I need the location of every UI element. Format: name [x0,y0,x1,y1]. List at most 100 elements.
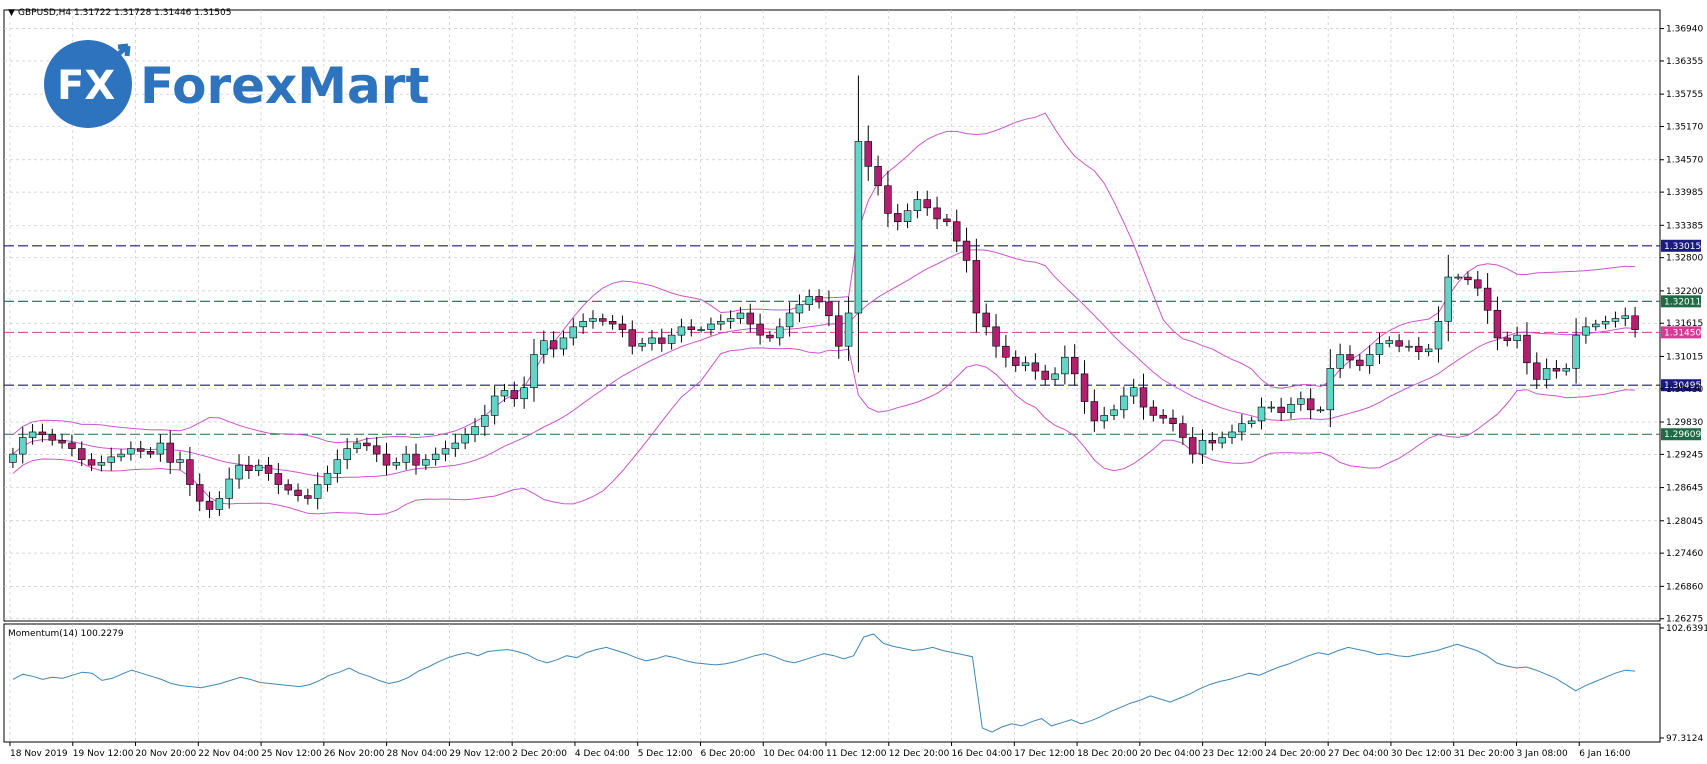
candle-body [599,318,607,322]
candle-body [1592,323,1600,328]
candle-body [835,315,843,347]
candle-body [1149,406,1158,416]
candles [9,75,1639,519]
candle-body [658,337,666,344]
candle-body [363,442,371,447]
momentum-tick-label: 97.3124 [1666,734,1703,744]
price-tick-label: 1.35170 [1666,123,1703,133]
candle-body [579,321,587,328]
candle-body [884,185,892,214]
candle-body [176,459,184,463]
candle-body [68,442,76,449]
level-label: 1.29609 [1664,430,1701,440]
candle-body [1336,354,1344,369]
candle-body [1434,321,1443,350]
candle-body [1306,398,1315,411]
candle-body [618,323,627,330]
candle-body [559,337,568,350]
candle-body [972,260,981,314]
candle-body [1582,326,1590,336]
level-badge [1661,379,1701,392]
candle-body [815,296,823,303]
candle-body [431,453,440,460]
candle-body [1179,423,1187,438]
price-axis: 1.36940 1.36355 1.35755 1.35170 1.34570 1.339… [1660,25,1703,625]
time-tick-label: 6 Dec 20:00 [700,749,755,759]
candle-body [19,437,27,455]
candle-body [854,141,863,314]
candle-body [471,426,479,436]
candle-body [1021,362,1030,366]
candle-body [38,431,47,436]
candle-body [9,453,17,463]
candle-body [1031,362,1040,372]
logo-fx-text: FX [57,63,115,109]
momentum-series-line [12,633,1636,733]
candle-body [677,326,686,336]
candle-body [1611,318,1620,322]
momentum-tick-label: 102.6391 [1666,624,1707,634]
time-tick-label: 22 Nov 04:00 [198,749,259,759]
candle-body [323,473,332,485]
time-tick-label: 26 Nov 20:00 [324,749,385,759]
candle-body [382,453,391,466]
candle-body [776,326,784,339]
candle-body [1552,368,1561,372]
candle-body [1198,439,1207,455]
candle-body [422,459,430,466]
candle-body [697,329,705,331]
time-tick-label: 12 Dec 20:00 [889,749,950,759]
price-tick-label: 1.33985 [1666,188,1703,198]
candle-body [1100,415,1108,422]
candle-body [903,210,912,223]
band-middle [12,249,1636,479]
candle-body [245,464,253,472]
candle-body [48,434,56,441]
candle-body [540,340,548,355]
candle-body [982,312,990,328]
candle-body [284,484,292,491]
logo-brand: ForexMart [140,57,429,115]
candle-body [1159,415,1167,419]
candle-body [1002,345,1010,358]
price-tick-label: 1.36355 [1666,57,1703,67]
candle-body [952,221,961,242]
chevron-down-icon[interactable]: ▼ [8,8,15,18]
price-tick-label: 1.36940 [1666,25,1703,35]
time-tick-label: 18 Dec 20:00 [1077,749,1138,759]
candle-body [1267,406,1276,409]
candle-body [962,240,971,261]
candle-body [1080,373,1089,402]
candle-body [1090,401,1099,422]
candle-body [1415,345,1423,353]
time-tick-label: 20 Nov 20:00 [136,749,197,759]
level-badge [1661,239,1701,252]
candle-body [628,329,637,347]
candle-body [77,448,86,460]
candle-body [500,390,509,397]
candle-body [294,489,302,496]
candle-body [825,301,833,317]
candle-body [1631,315,1639,330]
candle-body [136,448,145,452]
candle-body [943,218,951,223]
price-tick-label: 1.31615 [1666,319,1703,329]
candle-body [205,500,214,510]
horizontal-levels[interactable]: 1.33015 1.32011 1.31450 1.30495 1.29609 [4,239,1701,441]
level-badge [1661,295,1701,308]
candle-body [1572,334,1580,369]
candle-body [1503,337,1512,341]
candle-body [313,484,322,499]
time-tick-label: 17 Dec 12:00 [1014,749,1075,759]
momentum-axis: 102.6391 97.3124 [1660,624,1707,744]
candle-body [490,395,499,416]
price-tick-label: 1.34570 [1666,156,1703,166]
candle-body [117,453,125,458]
candle-body [687,326,696,330]
candle-body [127,448,135,455]
candle-body [1601,321,1610,325]
candle-body [1051,373,1059,380]
candle-body [1208,439,1217,444]
candle-body [1011,356,1020,366]
